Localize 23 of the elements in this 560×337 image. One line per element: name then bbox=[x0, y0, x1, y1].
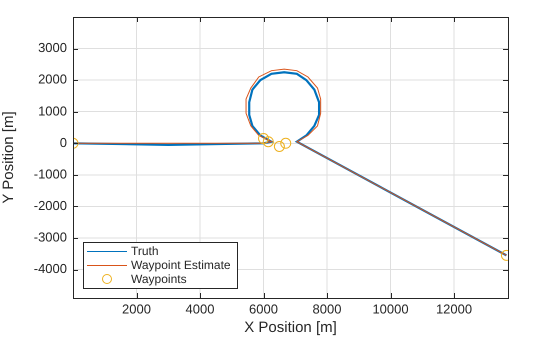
point bbox=[258, 133, 270, 144]
legend-label: Waypoints bbox=[131, 272, 187, 286]
y-tick-label: -2000 bbox=[34, 198, 67, 214]
x-axis-title: X Position [m] bbox=[244, 319, 337, 336]
y-tick-label: 1000 bbox=[38, 103, 67, 118]
x-tick-label: 12000 bbox=[436, 301, 472, 316]
point bbox=[262, 136, 274, 148]
point bbox=[274, 140, 285, 152]
y-tick-label: 2000 bbox=[38, 72, 67, 87]
x-tick-label: 10000 bbox=[372, 301, 409, 316]
x-tick-label: 2000 bbox=[122, 301, 151, 316]
x-tick-label: 8000 bbox=[312, 301, 342, 316]
y-axis-title: Y Position [m] bbox=[0, 111, 18, 204]
y-tick-label: -1000 bbox=[34, 166, 67, 182]
y-tick-label: 0 bbox=[60, 134, 67, 150]
x-tick-label: 4000 bbox=[186, 301, 214, 316]
point bbox=[280, 138, 292, 149]
x-tick-label: 6000 bbox=[249, 301, 278, 316]
legend-label: Truth bbox=[131, 244, 159, 258]
y-tick-label: -3000 bbox=[34, 230, 67, 245]
y-tick-label: -4000 bbox=[34, 261, 67, 276]
legend-label: Waypoint Estimate bbox=[131, 258, 231, 272]
y-tick-label: 3000 bbox=[38, 40, 67, 56]
